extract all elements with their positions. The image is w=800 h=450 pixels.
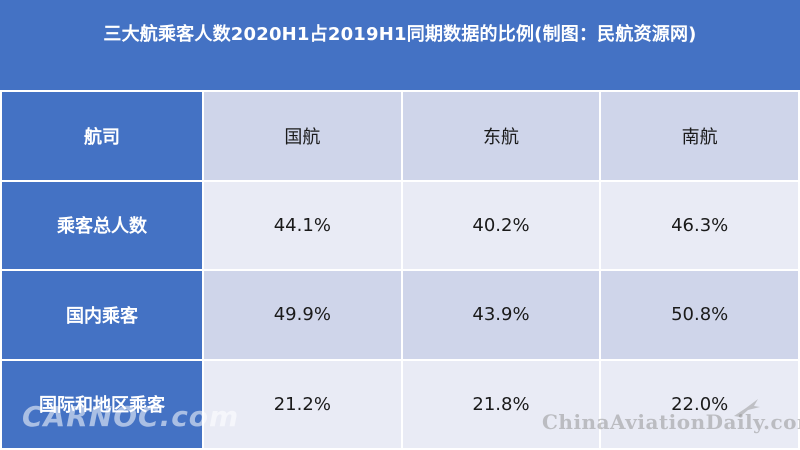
- title-bar: 三大航乘客人数2020H1占2019H1同期数据的比例(制图：民航资源网): [0, 0, 800, 90]
- airplane-logo-icon: [734, 399, 760, 417]
- table-row: 国际和地区乘客 21.2% 21.8% 22.0%: [0, 358, 800, 450]
- chinaaviationdaily-watermark: ChinaAviationDaily.com: [542, 410, 800, 434]
- row-label-cell: 国际和地区乘客: [0, 358, 204, 450]
- table-header-row: 航司 国航 东航 南航: [0, 90, 800, 182]
- column-header-cell: 国航: [202, 90, 403, 182]
- value-cell: 22.0%: [599, 358, 800, 450]
- row-label-cell: 乘客总人数: [0, 179, 204, 271]
- data-table: 航司 国航 东航 南航 乘客总人数 44.1% 40.2% 46.3% 国内乘客…: [0, 90, 800, 450]
- value-cell: 50.8%: [599, 269, 800, 361]
- column-header-cell: 东航: [400, 90, 602, 182]
- value-cell: 46.3%: [599, 179, 800, 271]
- value-cell: 40.2%: [400, 179, 602, 271]
- value-cell: 44.1%: [202, 179, 403, 271]
- value-cell: 21.8%: [400, 358, 602, 450]
- table-title: 三大航乘客人数2020H1占2019H1同期数据的比例(制图：民航资源网): [103, 24, 697, 45]
- table-row: 国内乘客 49.9% 43.9% 50.8%: [0, 269, 800, 361]
- table-row: 乘客总人数 44.1% 40.2% 46.3%: [0, 179, 800, 271]
- value-cell: 43.9%: [400, 269, 602, 361]
- value-cell: 21.2%: [202, 358, 403, 450]
- carnoc-watermark: CARNOC.com: [22, 400, 240, 433]
- column-header-cell: 南航: [599, 90, 800, 182]
- row-label-cell: 国内乘客: [0, 269, 204, 361]
- value-cell: 49.9%: [202, 269, 403, 361]
- header-label-cell: 航司: [0, 90, 204, 182]
